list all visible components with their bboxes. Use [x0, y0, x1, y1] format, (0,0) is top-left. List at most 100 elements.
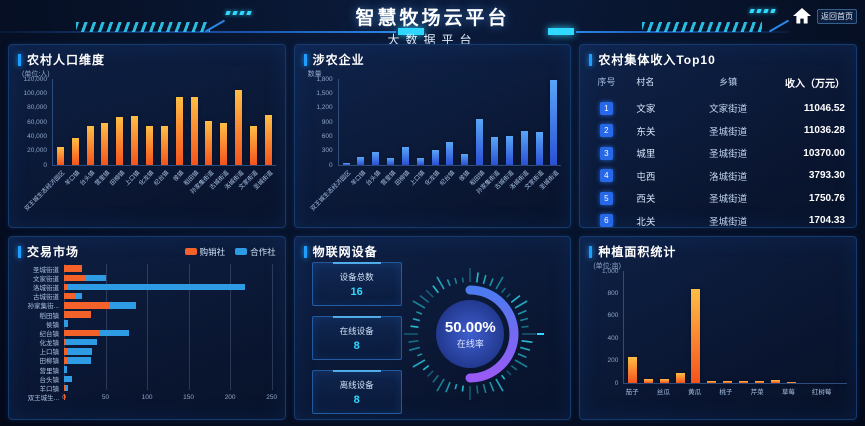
bar-segment — [65, 338, 98, 346]
axis-tick-label: 300 — [321, 147, 333, 155]
panel-title-income: 农村集体收入Top10 — [598, 53, 716, 67]
table-row: 1 文家 文家街道 11046.52 — [589, 97, 847, 120]
axis-tick-label: 1,000 — [602, 267, 619, 275]
panel-planting: 种植面积统计 (单位:亩) 1,000 800 600 400 200 0 茄子 丝瓜 黄瓜 桃子… — [579, 236, 857, 420]
bar-cell — [457, 79, 472, 165]
category-label: 纪台镇 — [153, 170, 171, 188]
bar — [71, 137, 79, 165]
market-row: 稻田镇 — [18, 310, 276, 320]
x-axis-labels: 茄子 丝瓜 黄瓜 桃子 芹菜 草莓 红树莓 — [624, 383, 847, 396]
market-row: 孙家集街... — [18, 301, 276, 310]
legend-item-buy[interactable]: 购销社 — [184, 246, 225, 258]
category-label: 台头镇 — [365, 170, 383, 188]
income-cell: 11036.28 — [803, 125, 845, 137]
stat-value: 8 — [353, 339, 360, 352]
axis-tick-label: 120,000 — [23, 75, 48, 83]
category-label: 营里镇 — [39, 367, 60, 375]
population-bar-chart: 120,000 100,000 80,000 60,000 40,000 20,000 0 双… — [18, 75, 276, 213]
x-label-cell — [831, 383, 847, 396]
bar — [643, 378, 653, 383]
market-row: 营里镇 — [18, 365, 276, 375]
market-row: 台头镇 — [18, 374, 276, 384]
bar-cell — [413, 79, 428, 165]
panel-title-enterprise: 涉农企业 — [312, 53, 365, 67]
market-row: 古城街道 — [18, 292, 276, 301]
village-cell: 西关 — [636, 194, 656, 206]
enterprise-bar-chart: 1,800 1,500 1,200 900 600 300 0 双王城生态经济园区 羊口镇 台头镇… — [304, 76, 562, 213]
bar — [786, 382, 796, 383]
home-icon — [793, 8, 811, 24]
rank-cell: 6 — [589, 214, 623, 227]
bar-cell — [246, 79, 261, 165]
panel-income-top10: 农村集体收入Top10 序号 村名 乡镇 收入（万元） 1 文家 文家街道 11046… — [579, 44, 857, 228]
gridline — [147, 264, 149, 390]
panel-title-market: 交易市场 — [27, 245, 80, 259]
market-row: 圣城街道 — [18, 264, 276, 274]
bar-segment — [64, 292, 75, 300]
bar-cell — [261, 79, 276, 165]
category-label: 茄子 — [625, 389, 639, 396]
axis-tick-label: 250 — [266, 393, 278, 401]
bar — [446, 142, 454, 165]
stat-card-offline-devices: 离线设备 8 — [311, 370, 402, 414]
category-label: 羊口镇 — [39, 386, 60, 394]
population-unit-label: (单位:人) — [22, 71, 50, 78]
bar-segment — [109, 302, 137, 309]
stat-label: 离线设备 — [339, 379, 374, 390]
legend-item-coop[interactable]: 合作社 — [235, 246, 276, 258]
bar-cell — [656, 271, 672, 383]
axis-tick-label: 1,500 — [316, 89, 333, 97]
bar-cell — [672, 271, 688, 383]
bar-stack — [64, 302, 272, 309]
bar-segment — [64, 348, 68, 355]
bar — [160, 125, 168, 165]
category-label: 侯镇 — [46, 321, 59, 329]
rank-cell: 5 — [589, 191, 623, 205]
plot-area: 双王城生态经济园区 羊口镇 台头镇 营里镇 田柳镇 上口镇 化龙镇 纪台镇 侯镇 稻田镇 孙家集街道… — [310, 79, 562, 213]
bar-cell — [216, 79, 231, 165]
bar-segment — [64, 366, 68, 373]
income-cell: 1704.33 — [808, 215, 845, 227]
y-axis: 1,000 800 600 400 200 0 — [589, 267, 623, 387]
panel-title-iot: 物联网设备 — [312, 245, 378, 259]
bar-cell — [688, 271, 704, 383]
bar-segment — [64, 375, 73, 383]
stat-card-total-devices: 设备总数 16 — [311, 262, 402, 306]
gauge-percent: 50.00% — [444, 318, 496, 336]
stat-label: 在线设备 — [339, 325, 374, 336]
bar-segment — [64, 329, 99, 337]
village-cell: 屯西 — [636, 171, 656, 183]
bar-cell — [704, 271, 720, 383]
rank-badge: 6 — [599, 214, 613, 227]
legend-swatch-coop — [235, 248, 248, 255]
bar — [476, 119, 484, 165]
gauge-arc — [465, 285, 519, 383]
x-label-cell: 黄瓜 — [687, 383, 703, 396]
income-table-rows: 1 文家 文家街道 11046.52 2 东关 圣城街道 11036.28 3 城里 圣城街道 103… — [589, 97, 847, 227]
table-row: 6 北关 圣城街道 1704.33 — [589, 210, 847, 227]
home-button[interactable]: 返回首页 — [792, 7, 857, 25]
bar-stack — [64, 348, 272, 355]
bar-stack — [64, 375, 272, 383]
bar-stack — [64, 320, 272, 327]
bar-cell — [142, 79, 157, 165]
bar-cell — [532, 79, 547, 165]
header-deco-hatch-left — [76, 22, 210, 32]
category-label: 稻田镇 — [39, 312, 60, 320]
bar-cell — [472, 79, 487, 165]
bar-cell — [83, 79, 98, 165]
bar-cell — [339, 79, 354, 165]
village-cell: 文家 — [636, 104, 656, 116]
axis-tick-label: 50 — [101, 393, 110, 401]
axis-tick-label: 0 — [614, 379, 619, 387]
town-cell: 圣城街道 — [709, 149, 748, 161]
bar-stack — [64, 384, 272, 392]
panel-market: 交易市场 购销社 合作社 圣城街道 文家街道 洛城街道 古城街道 孙家集街... 稻田镇侯… — [8, 236, 286, 420]
column-header-income: 收入（万元） — [784, 79, 845, 90]
bar-stack — [64, 366, 272, 373]
bar — [387, 158, 395, 165]
bar-cell — [201, 79, 216, 165]
planting-unit-label: (单位:亩) — [593, 263, 621, 270]
axis-tick-label: 100,000 — [23, 89, 48, 97]
market-row: 化龙镇 — [18, 338, 276, 347]
